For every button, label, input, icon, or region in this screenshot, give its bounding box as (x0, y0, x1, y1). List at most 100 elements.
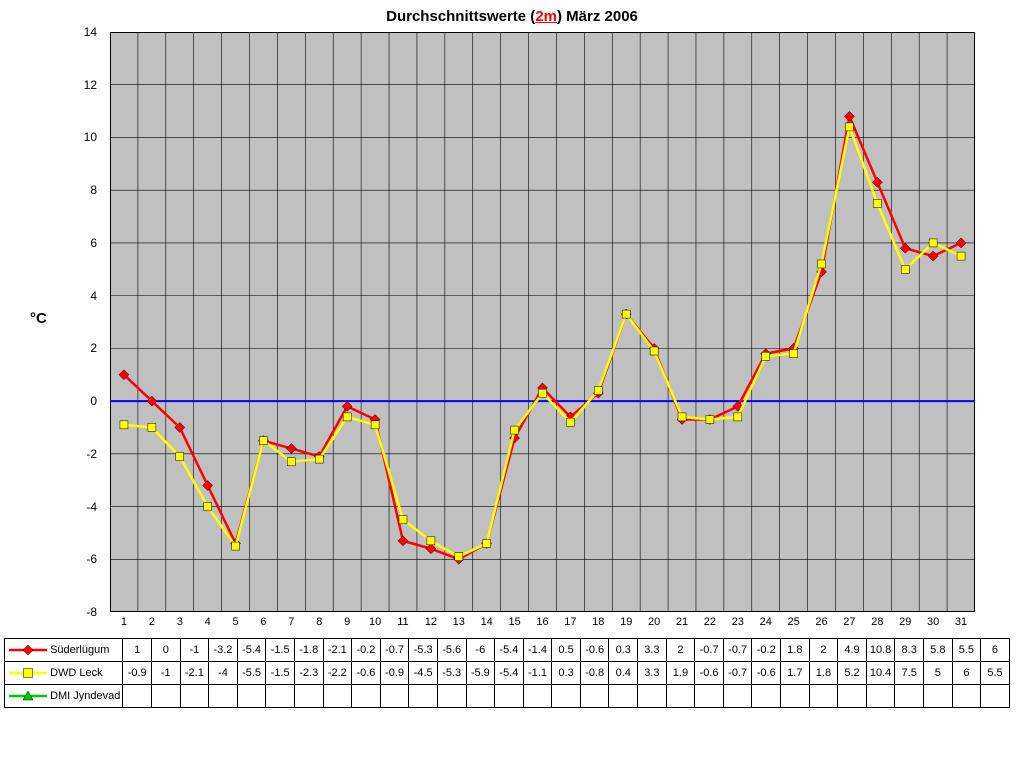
series-value-cell (952, 685, 981, 708)
series-value-cell: 6 (981, 639, 1010, 662)
series-value-cell (352, 685, 381, 708)
series-legend-cell: DWD Leck (5, 662, 123, 685)
series-value-cell: -5.3 (409, 639, 438, 662)
series-value-cell (895, 685, 924, 708)
plot-area (110, 32, 975, 612)
y-ticks: -8-6-4-202468101214 (0, 32, 105, 612)
series-value-cell: -0.2 (752, 639, 781, 662)
series-value-cell (466, 685, 495, 708)
y-tick-label: -2 (86, 447, 97, 461)
x-tick-label: 2 (149, 616, 155, 628)
series-value-cell: 0 (151, 639, 180, 662)
series-value-cell: -0.7 (695, 639, 724, 662)
series-value-cell: -5.4 (495, 639, 524, 662)
x-tick-label: 10 (369, 616, 381, 628)
series-value-cell: 3.3 (638, 639, 667, 662)
series-value-cell (609, 685, 638, 708)
series-value-cell (323, 685, 352, 708)
series-value-cell: -6 (466, 639, 495, 662)
x-tick-label: 14 (481, 616, 493, 628)
series-value-cell: -5.9 (466, 662, 495, 685)
series-value-cell: -5.4 (495, 662, 524, 685)
series-value-cell: -0.7 (380, 639, 409, 662)
series-value-cell: 5.8 (924, 639, 953, 662)
series-value-cell: -2.2 (323, 662, 352, 685)
series-value-cell: -5.6 (437, 639, 466, 662)
series-value-cell: -4 (209, 662, 238, 685)
x-tick-label: 7 (288, 616, 294, 628)
x-tick-label: 26 (815, 616, 827, 628)
series-row: Süderlügum10-1-3.2-5.4-1.5-1.8-2.1-0.2-0… (5, 639, 1010, 662)
series-value-cell: -0.2 (352, 639, 381, 662)
series-value-cell: -0.9 (380, 662, 409, 685)
title-text-suffix: ) März 2006 (557, 8, 638, 25)
series-value-cell (752, 685, 781, 708)
y-tick-label: -8 (86, 605, 97, 619)
series-value-cell (866, 685, 895, 708)
series-value-cell (838, 685, 867, 708)
x-tick-label: 29 (899, 616, 911, 628)
series-value-cell: 5.5 (952, 639, 981, 662)
series-value-cell (437, 685, 466, 708)
x-tick-label: 17 (564, 616, 576, 628)
x-tick-label: 11 (397, 616, 408, 628)
series-name: DMI Jyndevad (50, 690, 120, 702)
chart-title: Durchschnittswerte (2m) März 2006 (0, 0, 1024, 25)
x-tick-label: 20 (648, 616, 660, 628)
series-value-cell (723, 685, 752, 708)
title-text-prefix: Durchschnittswerte ( (386, 8, 535, 25)
series-value-cell: 1.8 (781, 639, 810, 662)
series-value-cell: -0.6 (580, 639, 609, 662)
series-value-cell (781, 685, 810, 708)
legend-data-table: Süderlügum10-1-3.2-5.4-1.5-1.8-2.1-0.2-0… (4, 638, 1010, 708)
series-value-cell: -0.6 (752, 662, 781, 685)
series-value-cell: 2 (809, 639, 838, 662)
series-value-cell: 4.9 (838, 639, 867, 662)
series-value-cell (638, 685, 667, 708)
y-tick-label: -4 (86, 500, 97, 514)
series-value-cell: -1 (180, 639, 209, 662)
series-value-cell: 5.2 (838, 662, 867, 685)
x-tick-label: 6 (260, 616, 266, 628)
y-tick-label: 6 (90, 236, 97, 250)
chart-container: { "title_prefix": "Durchschnittswerte ("… (0, 0, 1024, 768)
x-tick-label: 30 (927, 616, 939, 628)
series-value-cell: -1 (151, 662, 180, 685)
series-name: DWD Leck (50, 667, 103, 679)
series-value-cell: -0.6 (695, 662, 724, 685)
series-value-cell: 10.8 (866, 639, 895, 662)
series-value-cell: 2 (666, 639, 695, 662)
series-value-cell: -1.1 (523, 662, 552, 685)
series-value-cell (523, 685, 552, 708)
series-value-cell (409, 685, 438, 708)
series-value-cell: -3.2 (209, 639, 238, 662)
series-value-cell: -0.6 (352, 662, 381, 685)
x-tick-label: 13 (453, 616, 465, 628)
series-value-cell (123, 685, 152, 708)
series-name: Süderlügum (50, 644, 109, 656)
series-row: DMI Jyndevad (5, 685, 1010, 708)
series-value-cell: 10.4 (866, 662, 895, 685)
y-tick-label: 4 (90, 289, 97, 303)
y-tick-label: 10 (84, 130, 97, 144)
series-value-cell: -0.9 (123, 662, 152, 685)
series-value-cell: -0.8 (580, 662, 609, 685)
x-tick-label: 3 (177, 616, 183, 628)
title-highlight: 2m (535, 8, 557, 25)
x-tick-label: 5 (233, 616, 239, 628)
series-value-cell: 5.5 (981, 662, 1010, 685)
series-value-cell (266, 685, 295, 708)
series-value-cell: -1.8 (294, 639, 323, 662)
series-value-cell (495, 685, 524, 708)
x-tick-label: 18 (592, 616, 604, 628)
x-tick-label: 1 (121, 616, 127, 628)
series-value-cell: 6 (952, 662, 981, 685)
series-value-cell: 0.3 (609, 639, 638, 662)
y-tick-label: 0 (90, 394, 97, 408)
x-tick-label: 4 (205, 616, 211, 628)
series-value-cell (380, 685, 409, 708)
series-legend-cell: DMI Jyndevad (5, 685, 123, 708)
series-value-cell: 0.4 (609, 662, 638, 685)
series-value-cell: -0.7 (723, 662, 752, 685)
series-value-cell: 0.5 (552, 639, 581, 662)
